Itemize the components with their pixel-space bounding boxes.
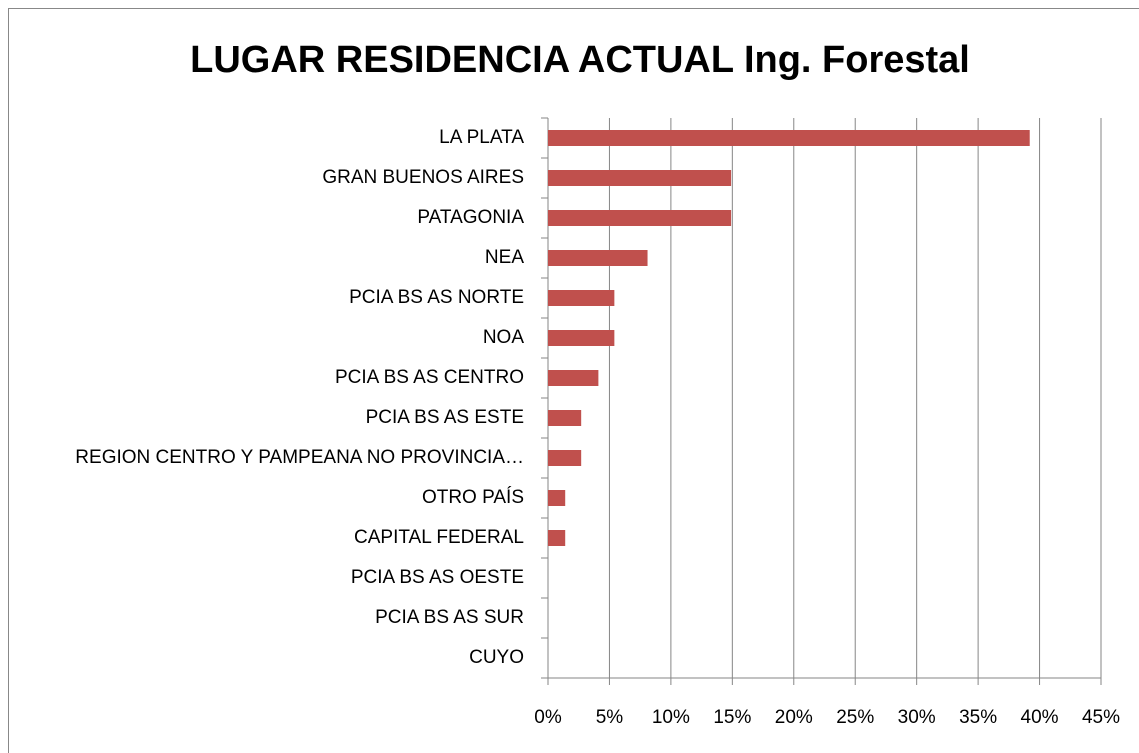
y-tick-label: LA PLATA	[439, 127, 524, 148]
bar	[548, 530, 566, 546]
bar	[548, 250, 648, 266]
x-tick-label: 0%	[534, 707, 562, 728]
bar	[548, 370, 599, 386]
y-tick-label: NOA	[483, 327, 525, 348]
bar	[548, 330, 615, 346]
bar	[548, 450, 582, 466]
y-tick-label: PATAGONIA	[417, 207, 524, 228]
y-tick-label: CUYO	[469, 647, 524, 668]
y-tick-label: CAPITAL FEDERAL	[354, 527, 524, 548]
bar	[548, 210, 732, 226]
chart-frame	[8, 8, 1139, 753]
x-tick-label: 35%	[959, 707, 997, 728]
y-tick-label: GRAN BUENOS AIRES	[322, 167, 524, 188]
x-tick-label: 25%	[836, 707, 874, 728]
bar	[548, 490, 566, 506]
x-tick-label: 45%	[1082, 707, 1120, 728]
y-tick-label: PCIA BS AS SUR	[375, 607, 524, 628]
bar	[548, 290, 615, 306]
y-tick-label: PCIA BS AS NORTE	[349, 287, 524, 308]
y-tick-label: NEA	[485, 247, 524, 268]
bar	[548, 170, 732, 186]
y-tick-label: PCIA BS AS CENTRO	[335, 367, 524, 388]
bar	[548, 130, 1030, 146]
x-tick-label: 15%	[713, 707, 751, 728]
x-tick-label: 10%	[652, 707, 690, 728]
y-tick-label: REGION CENTRO Y PAMPEANA NO PROVINCIA…	[75, 447, 524, 468]
x-tick-label: 30%	[898, 707, 936, 728]
x-tick-label: 20%	[775, 707, 813, 728]
x-tick-label: 40%	[1021, 707, 1059, 728]
y-tick-label: PCIA BS AS ESTE	[366, 407, 524, 428]
x-tick-label: 5%	[596, 707, 624, 728]
y-tick-label: OTRO PAÍS	[422, 487, 524, 508]
bar	[548, 410, 582, 426]
chart-title: LUGAR RESIDENCIA ACTUAL Ing. Forestal	[190, 39, 970, 81]
y-tick-label: PCIA BS AS OESTE	[351, 567, 524, 588]
